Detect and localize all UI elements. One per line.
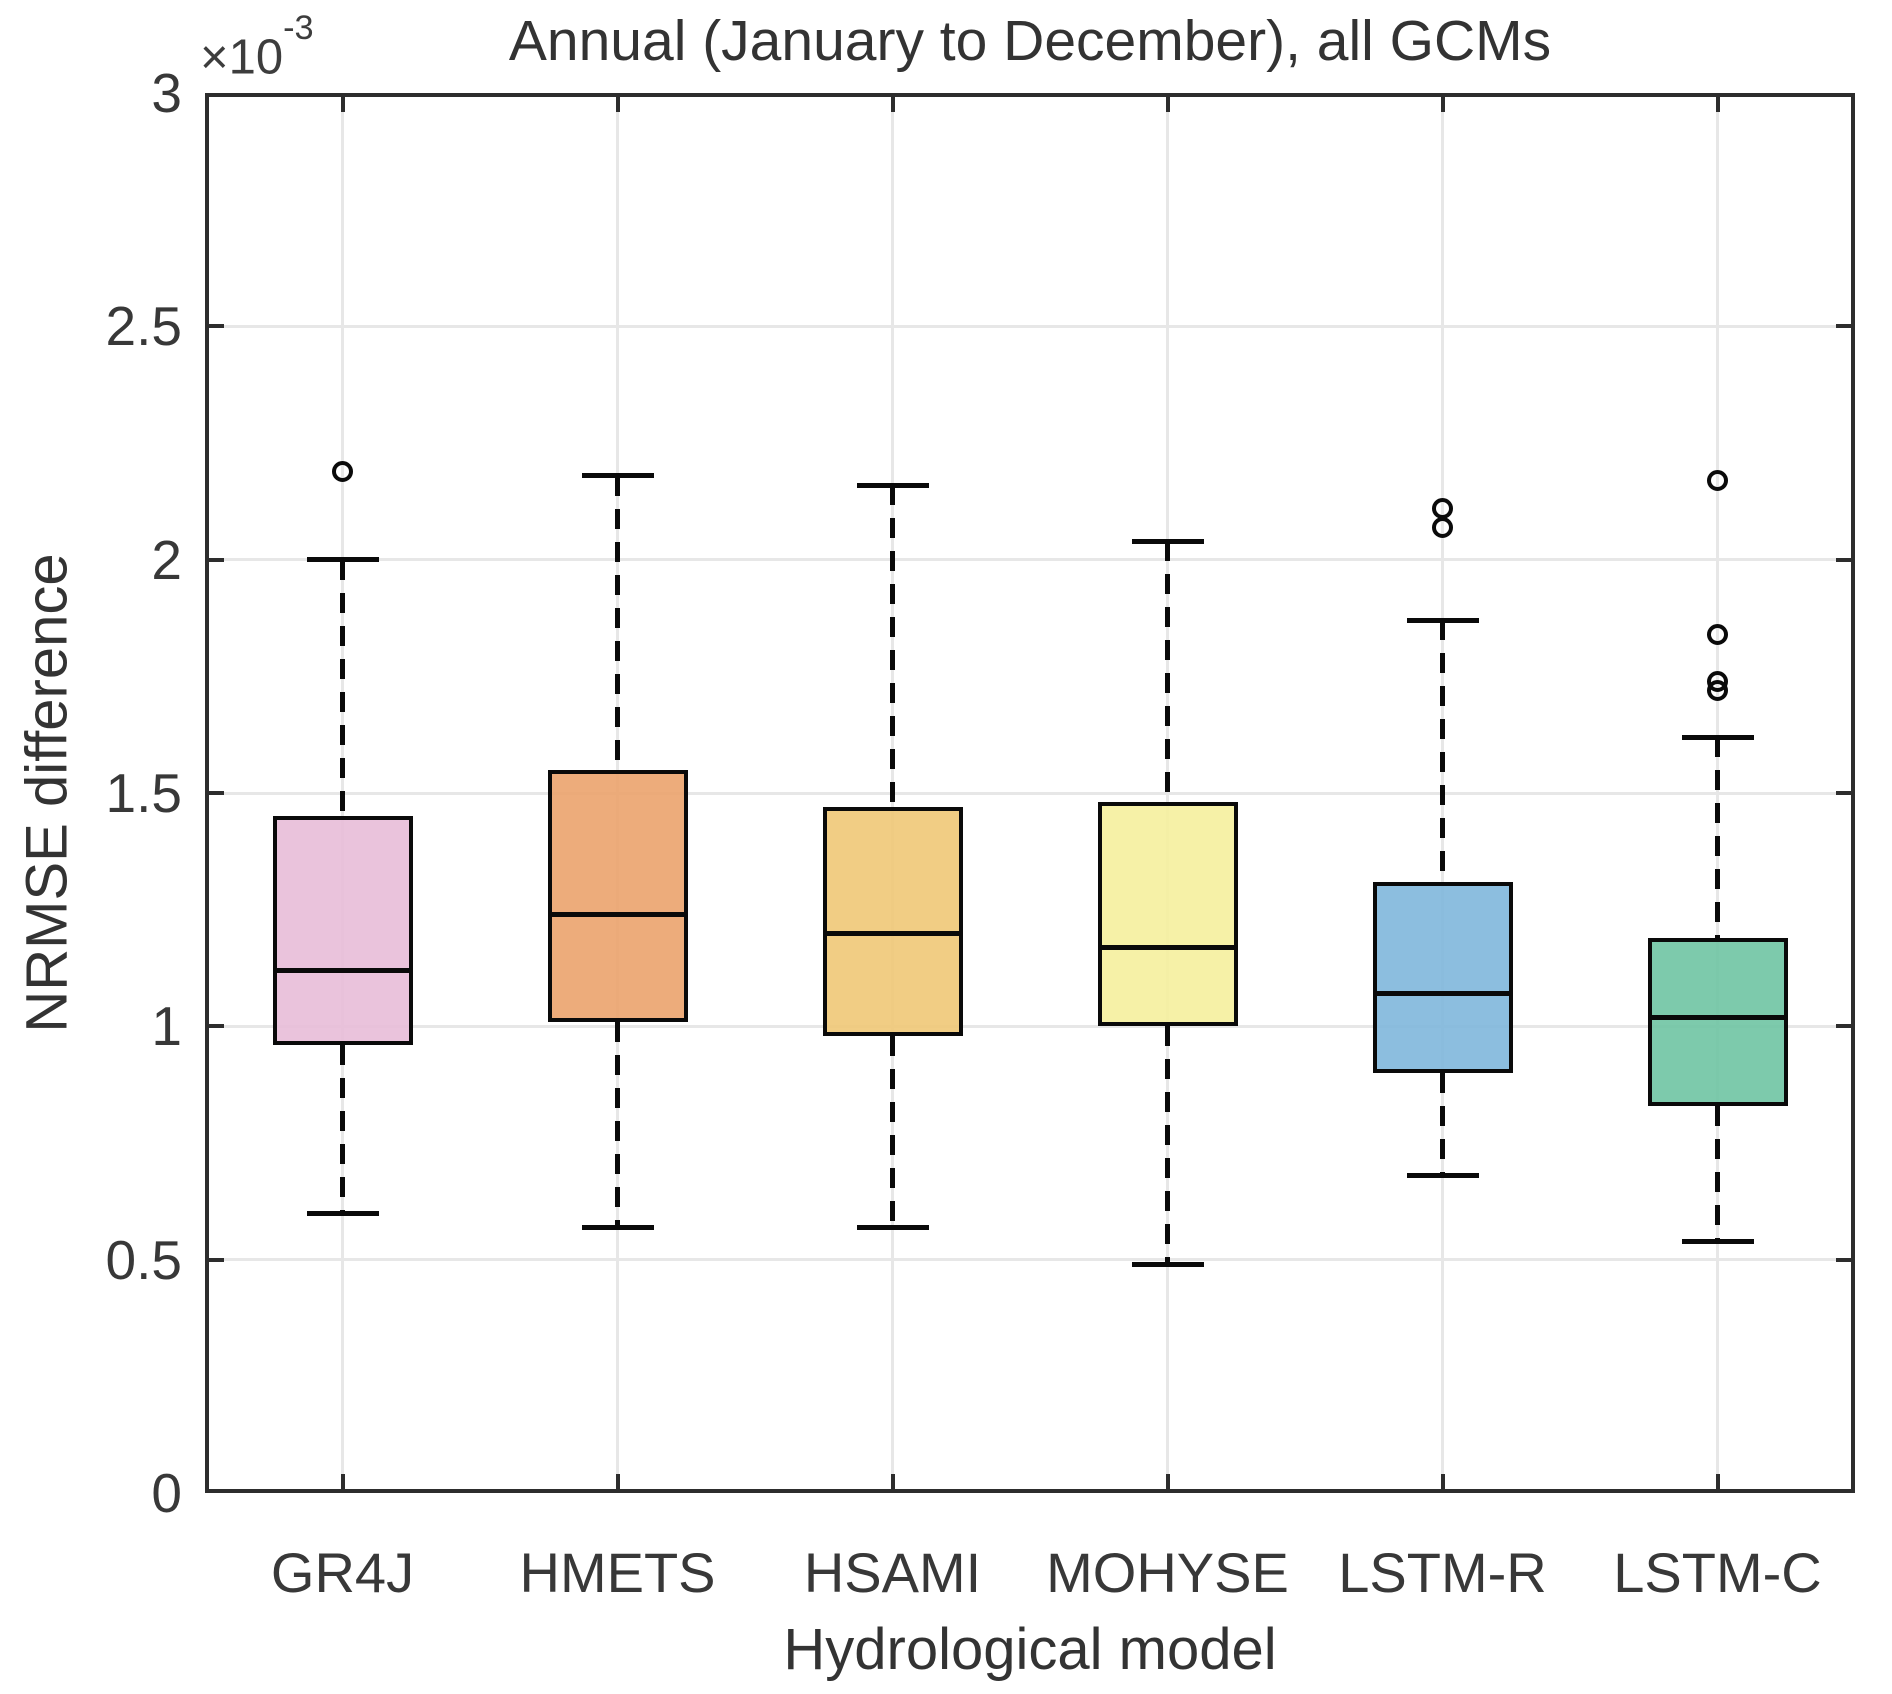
category-label: GR4J — [270, 1541, 415, 1604]
category-label: MOHYSE — [1046, 1541, 1289, 1604]
y-axis-tick-right — [1836, 1257, 1855, 1262]
lower-whisker — [1440, 1073, 1445, 1176]
y-gridline — [205, 558, 1855, 562]
y-axis-tick-right — [1836, 1024, 1855, 1029]
lower-whisker-cap — [581, 1224, 654, 1230]
x-axis-tick-bottom — [340, 1474, 345, 1493]
outlier-marker — [1432, 497, 1453, 519]
iqr-box-fill — [551, 773, 684, 1018]
y-axis-exponent-label: ×10-3 — [200, 9, 314, 85]
median-line — [1101, 944, 1234, 950]
lower-whisker-cap — [306, 1210, 379, 1216]
iqr-box-fill — [276, 820, 409, 1041]
iqr-box-fill — [826, 811, 959, 1032]
median-line — [551, 911, 684, 917]
x-axis-tick-top — [1440, 93, 1445, 112]
y-axis-tick-right — [1836, 324, 1855, 329]
y-axis-tick-right — [1836, 557, 1855, 562]
outlier-marker — [1432, 516, 1453, 538]
x-axis-tick-bottom — [1165, 1474, 1170, 1493]
iqr-box — [272, 816, 413, 1045]
x-axis-tick-top — [1165, 93, 1170, 112]
y-tick-label: 2.5 — [105, 295, 182, 358]
y-tick-label: 0 — [151, 1462, 182, 1524]
upper-whisker-cap — [1681, 734, 1754, 740]
y-tick-label: 1.5 — [105, 762, 182, 824]
iqr-box — [822, 807, 963, 1036]
y-gridline — [205, 1258, 1855, 1262]
iqr-box-fill — [1651, 941, 1784, 1102]
exponent-prefix: ×10 — [200, 30, 284, 85]
y-tick-label: 3 — [151, 62, 182, 124]
lower-whisker-cap — [1131, 1261, 1204, 1267]
category-label: HSAMI — [803, 1541, 982, 1604]
upper-whisker — [340, 559, 345, 817]
upper-whisker-cap — [581, 473, 654, 479]
y-tick-label: 1 — [151, 995, 182, 1058]
lower-whisker-cap — [856, 1224, 929, 1230]
x-axis-tick-bottom — [1440, 1474, 1445, 1493]
y-tick-label: 2 — [151, 528, 182, 591]
upper-whisker — [615, 475, 620, 770]
y-gridline — [205, 1024, 1855, 1028]
x-axis-tick-bottom — [890, 1474, 895, 1493]
outlier-marker — [1707, 623, 1728, 645]
median-line — [1376, 991, 1509, 997]
x-axis-label: Hydrological model — [783, 1617, 1277, 1682]
y-axis-tick-left — [205, 1024, 224, 1029]
median-line — [276, 967, 409, 973]
category-label: LSTM-R — [1338, 1541, 1547, 1604]
lower-whisker — [890, 1035, 895, 1227]
y-axis-tick-left — [205, 791, 224, 795]
y-axis-tick-right — [1836, 791, 1855, 795]
y-gridline — [205, 324, 1855, 328]
median-line — [1651, 1014, 1784, 1020]
y-axis-tick-left — [205, 324, 224, 329]
outlier-marker — [1707, 469, 1728, 491]
iqr-box — [1372, 881, 1513, 1073]
upper-whisker — [1165, 541, 1170, 803]
category-label: HMETS — [519, 1541, 716, 1604]
outlier-marker — [332, 460, 353, 482]
y-axis-tick-left — [205, 557, 224, 562]
x-axis-tick-top — [890, 93, 895, 112]
lower-whisker — [1715, 1105, 1720, 1241]
category-label: LSTM-C — [1613, 1541, 1822, 1604]
outlier-marker — [1707, 679, 1728, 701]
lower-whisker — [1165, 1026, 1170, 1265]
lower-whisker-cap — [1406, 1173, 1479, 1179]
x-axis-tick-bottom — [615, 1474, 620, 1493]
x-axis-tick-top — [615, 93, 620, 112]
lower-whisker — [615, 1021, 620, 1227]
upper-whisker-cap — [306, 557, 379, 563]
exponent-power: -3 — [283, 8, 314, 47]
y-axis-tick-left — [205, 1257, 224, 1262]
x-axis-tick-top — [340, 93, 345, 112]
y-gridline — [205, 791, 1855, 795]
iqr-box-fill — [1101, 806, 1234, 1023]
x-axis-tick-top — [1715, 93, 1720, 112]
iqr-box — [1097, 802, 1238, 1027]
median-line — [826, 930, 959, 936]
upper-whisker — [1440, 620, 1445, 882]
upper-whisker-cap — [1131, 538, 1204, 544]
iqr-box-fill — [1376, 885, 1509, 1069]
lower-whisker — [340, 1045, 345, 1213]
upper-whisker-cap — [856, 482, 929, 488]
upper-whisker-cap — [1406, 617, 1479, 623]
upper-whisker — [1715, 737, 1720, 938]
upper-whisker — [890, 485, 895, 807]
iqr-box — [547, 769, 688, 1022]
x-axis-tick-bottom — [1715, 1474, 1720, 1493]
chart-title: Annual (January to December), all GCMs — [508, 9, 1552, 73]
iqr-box — [1647, 937, 1788, 1106]
y-tick-label: 0.5 — [105, 1228, 182, 1291]
lower-whisker-cap — [1681, 1238, 1754, 1244]
